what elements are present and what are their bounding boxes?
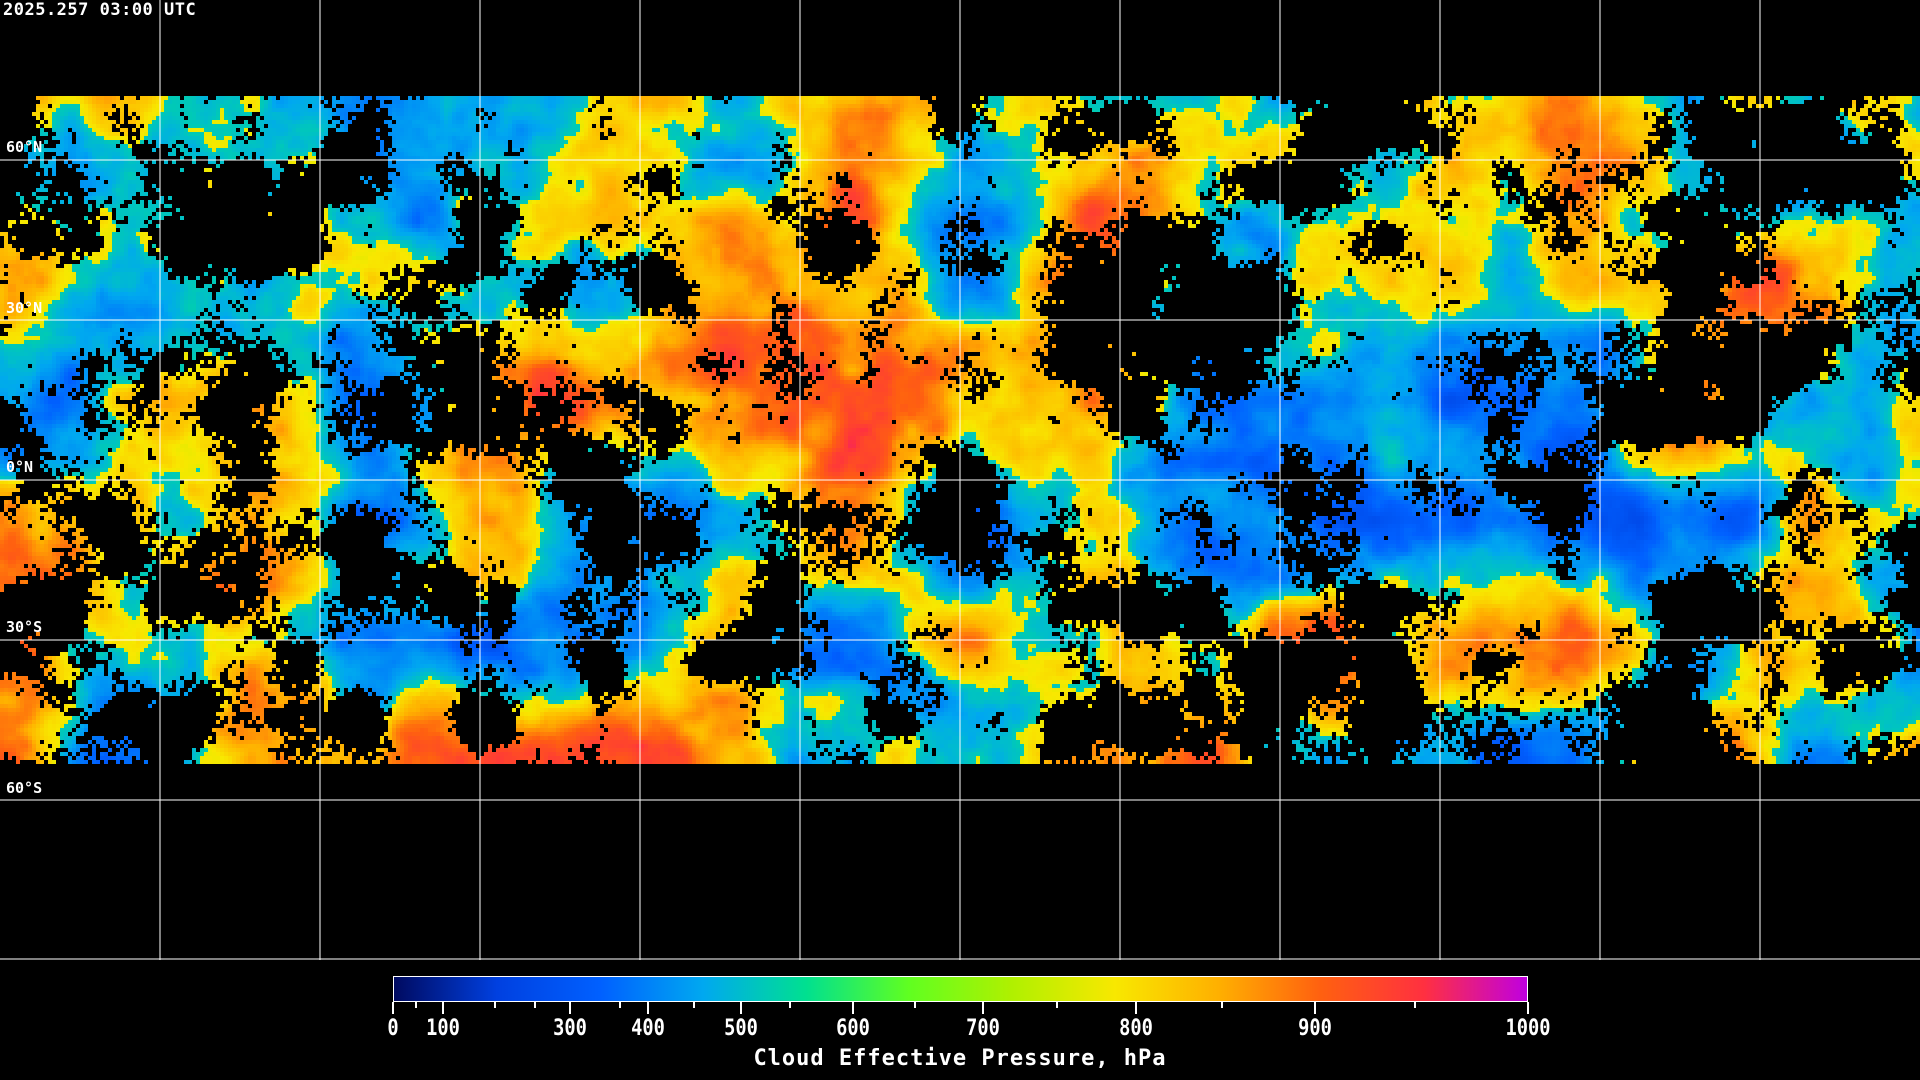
colorbar-tick-label: 500 — [724, 1016, 759, 1041]
colorbar-tick-label: 600 — [835, 1016, 870, 1041]
colorbar-minor-tick — [494, 1002, 497, 1008]
colorbar-major-tick — [982, 1002, 985, 1014]
lat-label-0n: 0°N — [6, 458, 34, 476]
colorbar-major-tick — [392, 1002, 394, 1014]
colorbar-minor-tick — [1413, 1002, 1416, 1008]
colorbar-minor-tick — [914, 1002, 917, 1008]
colorbar-title: Cloud Effective Pressure, hPa — [753, 1046, 1167, 1071]
colorbar-minor-tick — [1055, 1002, 1058, 1008]
colorbar-minor-tick — [533, 1002, 536, 1008]
colorbar-minor-tick — [414, 1002, 417, 1008]
colorbar — [393, 976, 1528, 1002]
colorbar-tick-label: 900 — [1297, 1016, 1332, 1041]
colorbar-major-tick — [740, 1002, 743, 1014]
colorbar-tick-label: 1000 — [1505, 1016, 1551, 1041]
colorbar-tick-label: 100 — [426, 1016, 460, 1041]
lat-label-60s: 60°S — [6, 779, 43, 797]
colorbar-major-tick — [441, 1002, 444, 1014]
cloud-pressure-map: 60°N 30°N 0°N 30°S 60°S — [0, 0, 1920, 960]
colorbar-major-tick — [851, 1002, 854, 1014]
colorbar-tick-label: 400 — [631, 1016, 666, 1041]
colorbar-minor-tick — [1220, 1002, 1223, 1008]
colorbar-tick-label: 700 — [966, 1016, 1001, 1041]
colorbar-major-tick — [569, 1002, 572, 1014]
colorbar-minor-tick — [692, 1002, 695, 1008]
colorbar-major-tick — [1313, 1002, 1316, 1014]
colorbar-major-tick — [1527, 1002, 1529, 1014]
colorbar-minor-tick — [789, 1002, 792, 1008]
lat-label-30s: 30°S — [6, 618, 43, 636]
colorbar-tick-label: 0 — [387, 1016, 399, 1041]
colorbar-major-tick — [1135, 1002, 1138, 1014]
lat-label-30n: 30°N — [6, 299, 43, 317]
colorbar-tick-label: 800 — [1119, 1016, 1154, 1041]
colorbar-ticks: 0 100 300 400 500 600 700 800 900 1000 — [387, 1002, 1551, 1042]
colorbar-minor-tick — [619, 1002, 621, 1008]
lat-lon-grid — [0, 0, 1920, 960]
lat-label-60n: 60°N — [6, 138, 43, 156]
colorbar-major-tick — [647, 1002, 650, 1014]
timestamp: 2025.257 03:00 UTC — [3, 0, 197, 20]
colorbar-tick-label: 300 — [553, 1016, 587, 1041]
